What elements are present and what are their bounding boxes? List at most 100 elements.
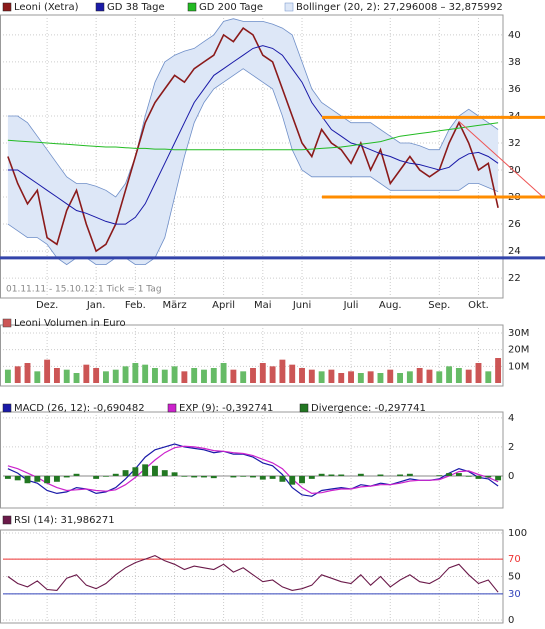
divergence-bar [24, 475, 31, 484]
y-tick-label: 10M [508, 361, 529, 372]
volume-bar [73, 373, 80, 383]
y-tick-label: 70 [508, 554, 521, 565]
x-tick-label: Juli [343, 300, 359, 311]
volume-bar [161, 369, 168, 383]
divergence-bar [465, 475, 472, 477]
legend-label: RSI (14): 31,986271 [14, 515, 115, 526]
volume-bar [377, 373, 384, 383]
divergence-bar [4, 475, 11, 479]
y-tick-label: 30 [508, 589, 521, 600]
divergence-bar [44, 475, 51, 484]
y-tick-label: 22 [508, 273, 521, 284]
series-line [7, 445, 499, 495]
divergence-bar [475, 475, 482, 479]
volume-bar [63, 369, 70, 383]
volume-bar [250, 368, 256, 383]
divergence-bar [161, 470, 168, 476]
x-tick-label: Dez. [36, 300, 58, 311]
divergence-bar [289, 475, 296, 485]
divergence-bar [112, 473, 119, 476]
volume-bar [201, 369, 207, 383]
y-tick-label: 2 [508, 442, 514, 453]
legend-swatch [2, 515, 12, 525]
volume-bar [240, 371, 247, 383]
divergence-bar [63, 475, 70, 478]
divergence-bar [191, 475, 198, 478]
divergence-bar [436, 475, 443, 476]
volume-bar [279, 359, 286, 383]
divergence-bar [93, 475, 100, 479]
volume-bar [475, 363, 482, 383]
divergence-bar [34, 475, 41, 482]
volume-bar [465, 369, 472, 383]
legend-label: Bollinger (20, 2): 27,296008 – 32,875992 [296, 2, 503, 13]
x-tick-label: Aug. [379, 300, 402, 311]
divergence-bar [73, 473, 80, 476]
volume-bar [191, 368, 198, 383]
y-tick-label: 38 [508, 57, 521, 68]
volume-bar [495, 358, 502, 383]
y-tick-label: 30 [508, 165, 521, 176]
legend-swatch [284, 2, 294, 12]
volume-bar [112, 369, 119, 383]
series-line [7, 45, 499, 225]
trend-line [458, 120, 544, 198]
x-tick-label: Sep. [428, 300, 450, 311]
legend-swatch [167, 403, 177, 413]
x-tick-label: Mai [254, 300, 272, 311]
divergence-bar [230, 475, 237, 478]
divergence-bar [308, 475, 315, 479]
y-tick-label: 0 [508, 615, 514, 626]
divergence-bar [328, 474, 335, 476]
volume-bar [4, 369, 11, 383]
divergence-bar [406, 473, 413, 476]
divergence-bar [259, 475, 266, 480]
series-line [7, 122, 499, 151]
divergence-bar [103, 475, 109, 477]
divergence-bar [357, 473, 364, 476]
divergence-bar [318, 473, 325, 476]
bollinger-band [7, 18, 499, 265]
divergence-bar [132, 467, 139, 476]
legend-swatch [299, 403, 309, 413]
divergence-bar [455, 473, 462, 476]
panel-frame [0, 411, 504, 509]
volume-bar [446, 366, 453, 383]
volume-bar [436, 371, 443, 383]
divergence-bar [485, 475, 492, 478]
legend-label: Divergence: -0,297741 [311, 403, 426, 414]
divergence-bar [171, 472, 178, 476]
y-tick-label: 20M [508, 345, 529, 356]
period-label: 01.11.11 - 15.10.12 1 Tick = 1 Tag [6, 285, 162, 295]
volume-bar [24, 363, 31, 383]
divergence-bar [201, 475, 207, 478]
legend-swatch [2, 318, 12, 328]
x-tick-label: Okt. [468, 300, 489, 311]
volume-bar [318, 371, 325, 383]
y-tick-label: 0 [508, 471, 514, 482]
x-tick-label: Jan. [86, 300, 106, 311]
y-tick-label: 30M [508, 328, 529, 339]
volume-bar [299, 368, 305, 383]
volume-bar [338, 373, 345, 383]
panel-title: Leoni Volumen in Euro [14, 318, 126, 329]
x-tick-label: Feb. [125, 300, 146, 311]
divergence-bar [14, 475, 21, 481]
x-tick-label: Juni [292, 300, 311, 311]
divergence-bar [240, 475, 247, 477]
volume-bar [93, 368, 100, 383]
volume-bar [34, 371, 41, 383]
divergence-bar [181, 475, 188, 477]
volume-bar [53, 368, 60, 383]
volume-bar [210, 368, 217, 383]
divergence-bar [250, 475, 256, 478]
volume-bar [455, 368, 462, 383]
x-tick-label: April [212, 300, 235, 311]
volume-bar [122, 366, 129, 383]
legend-swatch [2, 2, 12, 12]
volume-bar [220, 363, 227, 383]
divergence-bar [142, 464, 149, 476]
y-tick-label: 24 [508, 246, 521, 257]
divergence-bar [299, 475, 305, 484]
divergence-bar [269, 475, 276, 479]
